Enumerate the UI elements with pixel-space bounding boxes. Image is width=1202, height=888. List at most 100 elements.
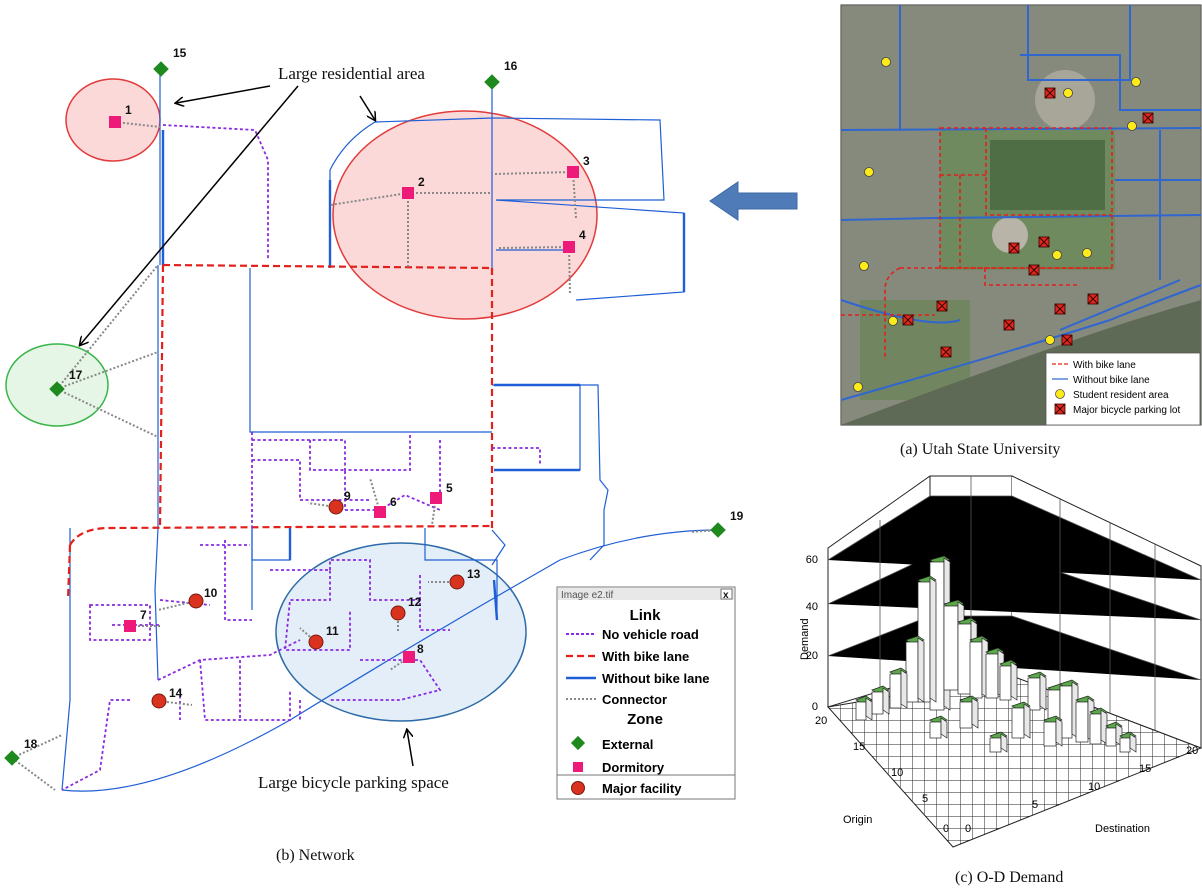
legend-link-connector: Connector	[602, 692, 667, 707]
external-icon	[710, 522, 726, 538]
node-label-8: 8	[417, 642, 424, 656]
od-bar	[929, 715, 948, 739]
node-16: 16	[484, 59, 518, 90]
node-label-18: 18	[24, 737, 38, 751]
node-15: 15	[153, 46, 187, 77]
dormitory-icon	[573, 762, 583, 772]
resident-icon	[853, 382, 863, 392]
node-label-13: 13	[467, 567, 481, 581]
od-bar	[999, 659, 1018, 701]
parking-icon	[936, 300, 948, 312]
od-bars	[855, 555, 1137, 753]
node-6: 6	[374, 495, 397, 518]
resident-icon	[1055, 389, 1065, 399]
od-bar	[1027, 671, 1047, 711]
parking-icon	[1044, 87, 1056, 99]
node-13: 13	[449, 567, 481, 590]
legend-link-heading: Link	[630, 607, 661, 624]
legend-link-no-bike-lane: Without bike lane	[602, 671, 710, 686]
od-bar	[1119, 731, 1137, 753]
od-dtick-5: 5	[1032, 799, 1038, 811]
facility-icon	[328, 499, 344, 515]
node-10: 10	[188, 586, 218, 609]
parking-icon	[1142, 112, 1154, 124]
legend-link-bike-lane: With bike lane	[602, 649, 689, 664]
legend-zone-heading: Zone	[627, 711, 663, 728]
dormitory-icon	[567, 166, 579, 178]
parking-icon	[1054, 403, 1066, 415]
node-label-16: 16	[504, 59, 518, 73]
facility-icon	[308, 634, 324, 650]
facility-icon	[151, 693, 167, 709]
zone-ellipse-parking	[275, 542, 527, 722]
annotation-parking: Large bicycle parking space	[258, 773, 449, 792]
node-label-12: 12	[408, 595, 422, 609]
legend-close-button[interactable]	[720, 588, 733, 600]
resident-icon	[1082, 248, 1092, 258]
od-bar	[855, 695, 873, 721]
node-5: 5	[430, 481, 453, 504]
campus-map: With bike lane Without bike lane Student…	[840, 4, 1202, 458]
od-bar	[1089, 707, 1108, 745]
od-demand-chart: Demand 0 20 40 60 20 15 10 5 0 Origin 0 …	[799, 475, 1202, 886]
node-label-19: 19	[730, 509, 744, 523]
dormitory-icon	[124, 620, 136, 632]
od-bar	[1059, 679, 1079, 739]
parking-icon	[1054, 303, 1066, 315]
node-11: 11	[308, 624, 339, 650]
facility-icon	[188, 593, 204, 609]
node-label-17: 17	[69, 368, 83, 382]
od-bar	[989, 731, 1008, 753]
legend-zone-external: External	[602, 737, 653, 752]
od-bar	[871, 685, 890, 715]
map-legend-parking: Major bicycle parking lot	[1073, 405, 1180, 416]
resident-icon	[1052, 250, 1062, 260]
node-12: 12	[390, 595, 422, 621]
links-with-bike-lane	[66, 263, 494, 601]
legend-link-no-vehicle: No vehicle road	[602, 627, 699, 642]
node-7: 7	[124, 608, 147, 632]
dormitory-icon	[430, 492, 442, 504]
od-bar	[1043, 715, 1063, 747]
zone-ellipse-residential	[332, 110, 598, 320]
parking-icon	[902, 314, 914, 326]
node-label-6: 6	[390, 495, 397, 509]
od-otick-10: 10	[891, 767, 903, 779]
parking-icon	[940, 346, 952, 358]
node-18: 18	[4, 737, 38, 766]
resident-icon	[888, 316, 898, 326]
legend-window-title: Image e2.tif	[561, 590, 613, 601]
od-otick-5: 5	[922, 793, 928, 805]
node-2: 2	[402, 175, 425, 199]
map-markers	[853, 57, 1154, 392]
resident-icon	[1045, 335, 1055, 345]
od-ztick-20: 20	[806, 650, 818, 662]
od-destination-label: Destination	[1095, 823, 1150, 835]
od-bar	[959, 695, 979, 729]
parking-icon	[1087, 293, 1099, 305]
dormitory-icon	[109, 116, 121, 128]
big-arrow-icon	[709, 181, 798, 221]
node-4: 4	[563, 228, 586, 253]
dormitory-icon	[403, 651, 415, 663]
node-8: 8	[403, 642, 424, 663]
network-legend: Image e2.tif x Link No vehicle road With…	[556, 586, 736, 776]
node-label-5: 5	[446, 481, 453, 495]
node-3: 3	[567, 154, 590, 178]
network-caption: (b) Network	[276, 847, 355, 864]
node-19: 19	[710, 509, 744, 538]
od-bar	[1105, 721, 1123, 747]
od-otick-20: 20	[815, 715, 827, 727]
od-bar	[969, 635, 989, 699]
annotation-residential: Large residential area	[278, 64, 425, 83]
od-bar	[1011, 701, 1031, 739]
parking-icon	[1008, 242, 1020, 254]
external-icon	[570, 735, 586, 751]
node-label-15: 15	[173, 46, 187, 60]
resident-icon	[881, 57, 891, 67]
node-14: 14	[151, 686, 183, 709]
resident-icon	[1063, 88, 1073, 98]
node-label-1: 1	[125, 103, 132, 117]
od-caption: (c) O-D Demand	[955, 869, 1063, 886]
